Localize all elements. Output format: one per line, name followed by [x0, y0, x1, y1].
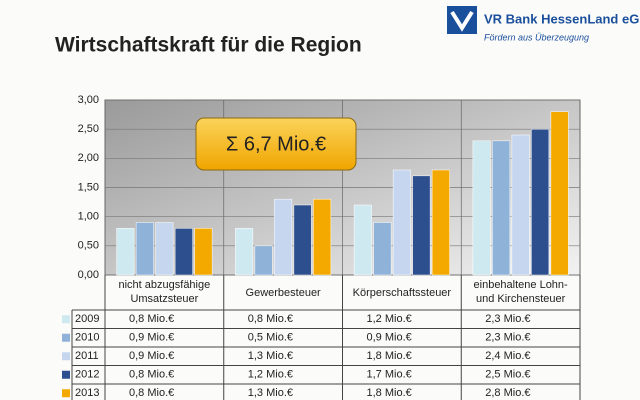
bar: [293, 204, 312, 276]
bar: [313, 198, 332, 276]
bar: [492, 140, 511, 276]
logo-mark: [450, 10, 474, 32]
bar: [155, 222, 174, 276]
table-value: 0,8 Mio.€: [129, 369, 174, 381]
table-value: 2,3 Mio.€: [485, 313, 530, 325]
x-tick-label: Körperschaftssteuer: [352, 287, 452, 299]
table-value: 2,8 Mio.€: [485, 387, 530, 399]
y-tick-label: 0,50: [78, 240, 99, 252]
legend-swatch: [62, 370, 70, 379]
bar: [174, 228, 193, 276]
table-value: 1,8 Mio.€: [367, 387, 412, 399]
table-value: 1,8 Mio.€: [367, 350, 412, 362]
bar: [135, 222, 154, 276]
bar: [412, 175, 431, 276]
bar: [353, 204, 372, 276]
table-value: 1,3 Mio.€: [248, 387, 293, 399]
table-value: 0,8 Mio.€: [248, 313, 293, 325]
bar: [116, 228, 135, 276]
logo-slogan: Fördern aus Überzeugung: [484, 32, 589, 42]
table-value: 1,3 Mio.€: [248, 350, 293, 362]
y-tick-label: 1,50: [78, 181, 99, 193]
table-value: 1,2 Mio.€: [367, 313, 412, 325]
x-tick-label: einbehaltene Lohn- und Kirchensteuer: [473, 279, 568, 305]
legend-label: 2009: [75, 313, 99, 325]
bar: [431, 169, 450, 276]
table-value: 0,8 Mio.€: [129, 313, 174, 325]
table-value: 0,9 Mio.€: [129, 350, 174, 362]
y-tick-label: 2,00: [78, 152, 99, 164]
legend-label: 2013: [75, 387, 99, 399]
legend-label: 2011: [75, 350, 99, 362]
chart-title: Wirtschaftskraft für die Region: [55, 34, 362, 57]
legend-label: 2010: [75, 332, 99, 344]
y-tick-label: 3,00: [78, 94, 99, 106]
logo: VR Bank HessenLand eG Fördern aus Überze…: [447, 6, 639, 42]
table-value: 2,4 Mio.€: [485, 350, 530, 362]
bar: [472, 140, 491, 276]
y-tick-label: 1,00: [78, 211, 99, 223]
x-tick-label: nicht abzugsfähige Umsatzsteuer: [118, 279, 211, 305]
bar: [511, 134, 530, 276]
y-tick-label: 0,00: [78, 269, 99, 281]
bar: [274, 198, 293, 276]
bar: [373, 222, 392, 276]
legend-label: 2012: [75, 369, 99, 381]
legend-swatch: [62, 389, 70, 398]
annotation: Σ 6,7 Mio.€: [226, 133, 326, 155]
bar: [531, 128, 550, 276]
x-tick-label: Gewerbesteuer: [245, 287, 321, 299]
table-value: 2,5 Mio.€: [485, 369, 530, 381]
table-value: 0,8 Mio.€: [129, 387, 174, 399]
table-value: 1,7 Mio.€: [367, 369, 412, 381]
y-tick-label: 2,50: [78, 123, 99, 135]
logo-name: VR Bank HessenLand eG: [484, 11, 639, 26]
table-value: 2,3 Mio.€: [485, 332, 530, 344]
table-value: 0,9 Mio.€: [367, 332, 412, 344]
table-value: 0,5 Mio.€: [248, 332, 293, 344]
bar: [194, 228, 213, 276]
table-value: 1,2 Mio.€: [248, 369, 293, 381]
legend-swatch: [62, 315, 70, 324]
bar: [392, 169, 411, 276]
legend-swatch: [62, 333, 70, 342]
legend-swatch: [62, 352, 70, 361]
table-value: 0,9 Mio.€: [129, 332, 174, 344]
bar: [550, 111, 569, 276]
bar: [235, 228, 254, 276]
annotation-box: [195, 117, 357, 171]
bar: [254, 245, 273, 276]
